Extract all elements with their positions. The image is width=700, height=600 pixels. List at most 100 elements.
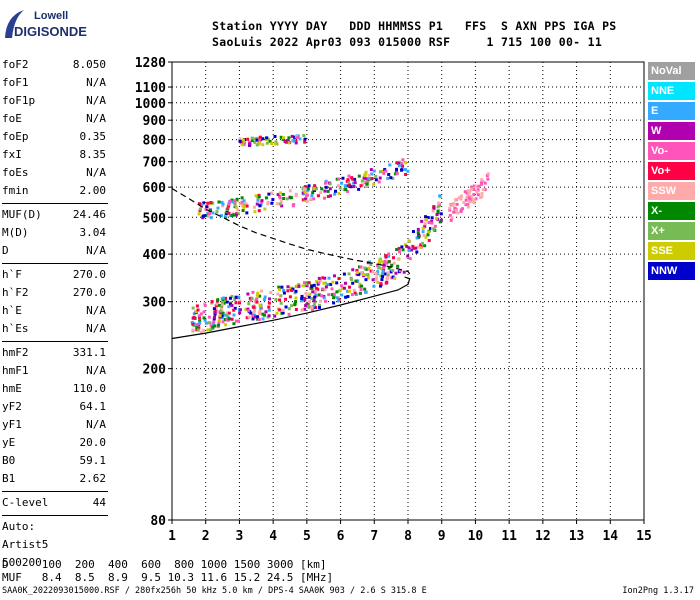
trace-point <box>293 135 297 139</box>
trace-point <box>245 211 249 215</box>
trace-point <box>205 205 209 209</box>
trace-point <box>363 266 367 270</box>
trace-point <box>234 301 238 305</box>
param-name: foE <box>2 112 22 125</box>
trace-point <box>384 254 388 258</box>
trace-point <box>313 295 317 299</box>
trace-point <box>425 218 429 222</box>
trace-point <box>330 293 334 297</box>
trace-point <box>250 297 254 301</box>
trace-point <box>381 169 385 173</box>
trace-point <box>450 203 454 207</box>
trace-point <box>211 325 215 329</box>
trace-point <box>336 184 340 188</box>
trace-point <box>453 209 457 213</box>
trace-point <box>332 292 336 296</box>
trace-point <box>463 190 467 194</box>
trace-point <box>385 277 389 281</box>
trace-point <box>302 187 306 191</box>
trace-point <box>436 211 440 215</box>
trace-point <box>312 298 316 302</box>
trace-point <box>302 281 306 285</box>
trace-point <box>302 134 306 138</box>
trace-point <box>401 248 405 252</box>
trace-point <box>328 194 332 198</box>
param-value: 44 <box>92 496 106 509</box>
trace-point <box>195 304 199 308</box>
trace-point <box>247 315 251 319</box>
trace-point <box>318 303 322 307</box>
param-row-hes: h`Es N/A <box>2 322 106 338</box>
trace-point <box>259 202 263 206</box>
grid <box>171 61 645 521</box>
param-value: 2.00 <box>79 184 107 197</box>
trace-point <box>256 317 260 321</box>
trace-point <box>394 271 398 275</box>
trace-point <box>234 213 238 217</box>
trace-point <box>317 276 321 280</box>
trace-point <box>197 316 201 320</box>
trace-point <box>424 215 428 219</box>
trace-point <box>263 207 267 211</box>
data-marks <box>190 134 490 334</box>
trace-point <box>374 178 378 182</box>
trace-point <box>227 211 231 215</box>
trace-point <box>369 269 373 273</box>
trace-point <box>209 216 213 220</box>
trace-point <box>224 212 228 216</box>
y-tick-label: 500 <box>143 211 167 226</box>
trace-point <box>328 182 332 186</box>
trace-point <box>262 313 266 317</box>
trace-point <box>353 177 357 181</box>
trace-point <box>287 307 291 311</box>
trace-point <box>455 202 459 206</box>
trace-point <box>200 202 204 206</box>
trace-point <box>324 185 328 189</box>
param-row-fmin: fmin 2.00 <box>2 184 106 200</box>
trace-point <box>403 168 407 172</box>
trace-point <box>351 177 355 181</box>
param-row-fof1p: foF1p N/A <box>2 94 106 110</box>
x-tick-label: 12 <box>535 529 551 544</box>
trace-point <box>268 139 272 143</box>
trace-point <box>246 307 250 311</box>
trace-point <box>387 260 391 264</box>
trace-point <box>366 179 370 183</box>
trace-point <box>208 208 212 212</box>
trace-point <box>389 176 393 180</box>
trace-point <box>374 278 378 282</box>
trace-point <box>381 260 385 264</box>
trace-point <box>236 319 240 323</box>
trace-point <box>421 226 425 230</box>
param-name: B1 <box>2 472 16 485</box>
param-value: 110.0 <box>72 382 106 395</box>
trace-point <box>387 266 391 270</box>
trace-point <box>416 231 420 235</box>
param-value: 270.0 <box>72 268 106 281</box>
trace-point <box>197 202 201 206</box>
trace-point <box>324 285 328 289</box>
trace-point <box>426 233 430 237</box>
trace-point <box>322 196 326 200</box>
trace-point <box>351 268 355 272</box>
trace-point <box>346 189 350 193</box>
trace-point <box>294 141 298 145</box>
trace-point <box>273 142 277 146</box>
trace-point <box>266 200 270 204</box>
trace-point <box>300 299 304 303</box>
trace-point <box>332 296 336 300</box>
trace-point <box>358 265 362 269</box>
trace-point <box>448 208 452 212</box>
trace-point <box>397 246 401 250</box>
trace-point <box>273 134 277 138</box>
trace-point <box>195 325 199 329</box>
param-value: 2.62 <box>79 472 107 485</box>
trace-point <box>393 276 397 280</box>
trace-point <box>206 211 210 215</box>
trace-point <box>400 162 404 166</box>
x-tick-label: 7 <box>370 529 378 544</box>
param-name: C-level <box>2 496 49 509</box>
legend-item-vo: Vo+ <box>648 162 695 180</box>
param-separator <box>2 203 108 204</box>
trace-point <box>465 195 469 199</box>
